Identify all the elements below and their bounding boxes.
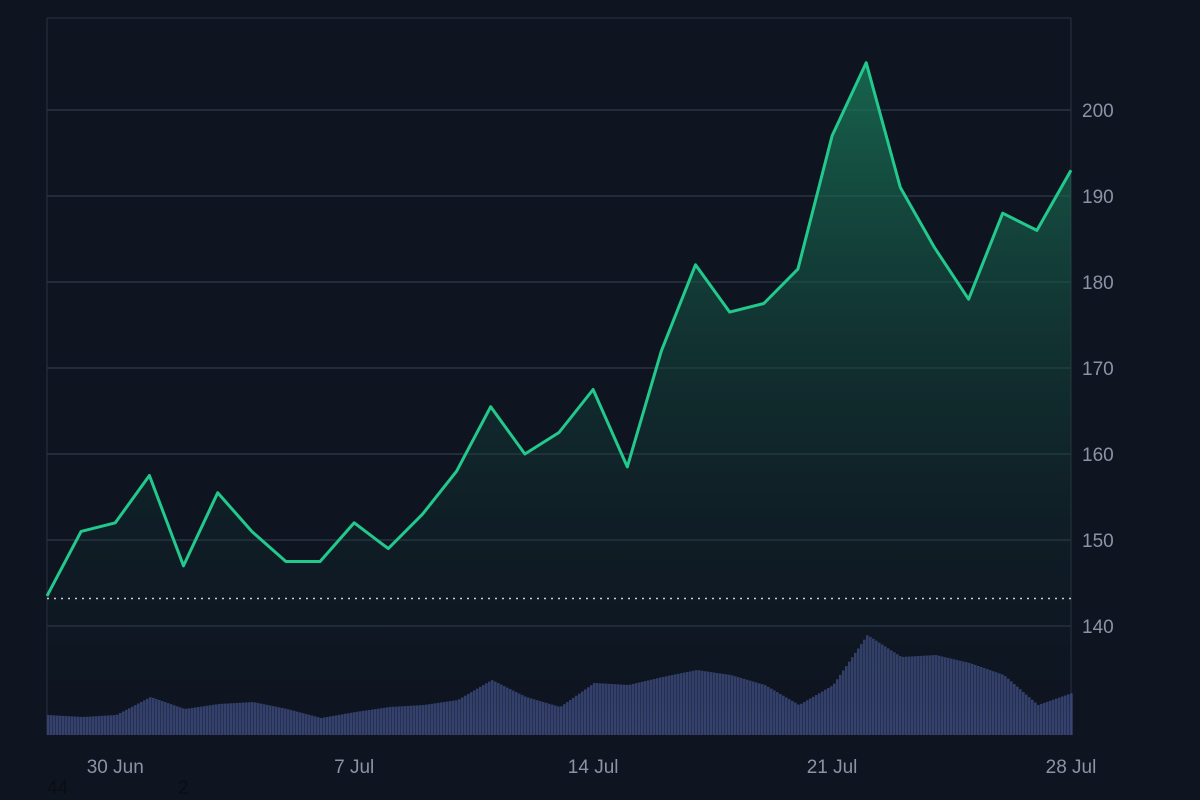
price-line [45,61,1073,597]
y-tick-label: 160 [1082,445,1114,466]
y-tick-label: 150 [1082,531,1114,552]
y-tick-label: 200 [1082,101,1114,122]
price-area-fill [47,62,1071,735]
x-tick-label: 28 Jul [1046,757,1097,778]
y-tick-label: 140 [1082,617,1114,638]
stray-label-1: 44 [47,778,69,799]
x-tick-label: 7 Jul [334,757,374,778]
stray-label-2: 2 [178,778,189,799]
x-tick-label: 30 Jun [87,757,144,778]
x-tick-label: 21 Jul [807,757,858,778]
x-tick-label: 14 Jul [568,757,619,778]
y-tick-label: 170 [1082,359,1114,380]
y-tick-label: 180 [1082,273,1114,294]
volume-bar [1070,693,1073,735]
y-tick-label: 190 [1082,187,1114,208]
